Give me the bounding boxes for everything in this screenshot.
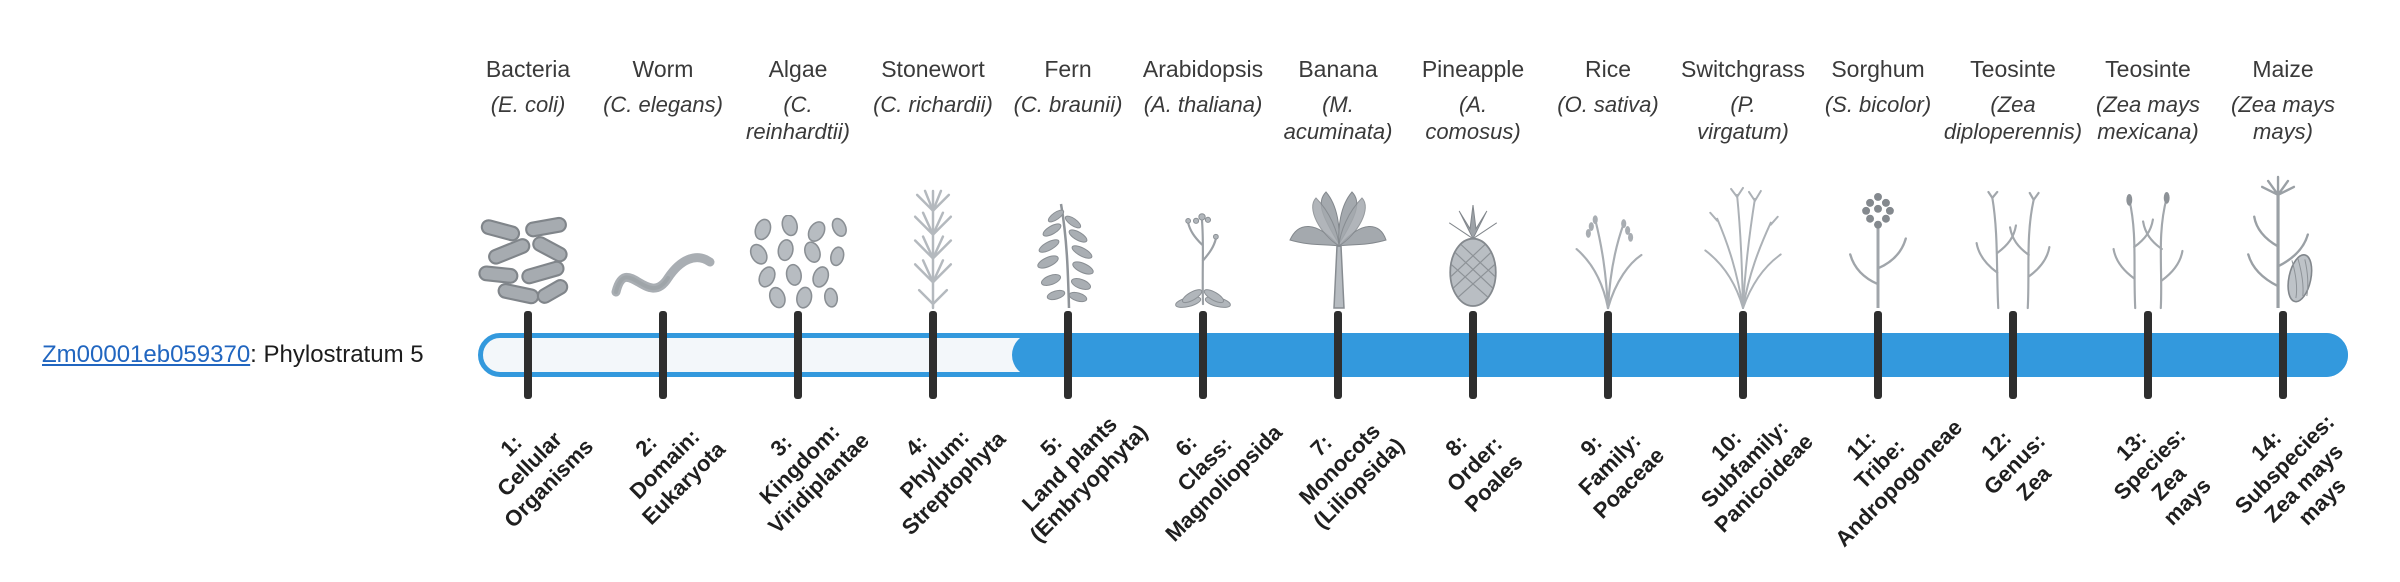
organism-column-switchgrass: Switchgrass (P. virgatum): [1668, 55, 1818, 310]
phylostratum-tick-6: [1199, 311, 1207, 399]
organism-column-stonewort: Stonewort (C. richardii): [858, 55, 1008, 310]
organism-scientific-name: (Zea mays mays): [2231, 92, 2335, 144]
organism-column-fern: Fern (C. braunii): [993, 55, 1143, 310]
switchgrass-icon: [1697, 185, 1788, 310]
phylostratum-tick-12: [2009, 311, 2017, 399]
banana-tree-icon: [1286, 190, 1390, 310]
phylostratum-tick-2: [659, 311, 667, 399]
algae-icon: [746, 214, 849, 310]
organism-column-rice: Rice (O. sativa): [1533, 55, 1683, 310]
organism-scientific-name: (E. coli): [490, 92, 566, 117]
organism-column-teosinte-mexicana: Teosinte (Zea mays mexicana): [2073, 55, 2223, 310]
organism-common-name: Algae: [768, 56, 828, 82]
sorghum-icon: [1842, 185, 1913, 310]
organism-scientific-name: (M. acuminata): [1283, 92, 1393, 144]
organism-scientific-name: (A. comosus): [1425, 92, 1521, 144]
phylostratum-tick-5: [1064, 311, 1072, 399]
organism-common-name: Sorghum: [1831, 56, 1925, 82]
organism-scientific-name: (C. braunii): [1013, 92, 1123, 117]
organism-column-banana: Banana (M. acuminata): [1263, 55, 1413, 310]
organism-scientific-name: (Zea mays mexicana): [2096, 92, 2200, 144]
organism-common-name: Bacteria: [485, 56, 571, 82]
organism-column-teosinte-diploperennis: Teosinte (Zea diploperennis): [1938, 55, 2088, 310]
pineapple-icon: [1437, 204, 1508, 310]
organism-column-pineapple: Pineapple (A. comosus): [1398, 55, 1548, 310]
phylostratum-tick-7: [1334, 311, 1342, 399]
teosinte-icon: [1967, 190, 2059, 310]
stonewort-icon: [893, 185, 972, 310]
organism-column-sorghum: Sorghum (S. bicolor): [1803, 55, 1953, 310]
bacteria-icon: [475, 215, 581, 310]
organism-common-name: Teosinte: [1970, 56, 2056, 82]
maize-icon: [2236, 175, 2329, 310]
arabidopsis-icon: [1168, 205, 1237, 310]
organism-scientific-name: (A. thaliana): [1143, 92, 1263, 117]
organism-common-name: Arabidopsis: [1142, 56, 1264, 82]
organism-column-worm: Worm (C. elegans): [588, 55, 738, 310]
organism-common-name: Fern: [1044, 56, 1092, 82]
organism-column-bacteria: Bacteria (E. coli): [453, 55, 603, 310]
teosinte-icon: [2102, 190, 2194, 310]
organism-common-name: Worm: [632, 56, 694, 82]
organism-column-maize: Maize (Zea mays mays): [2208, 55, 2358, 310]
organism-common-name: Switchgrass: [1681, 56, 1805, 82]
organism-scientific-name: (C. elegans): [603, 92, 723, 117]
organism-common-name: Maize: [2252, 56, 2314, 82]
organism-column-arabidopsis: Arabidopsis (A. thaliana): [1128, 55, 1278, 310]
phylostratum-tick-13: [2144, 311, 2152, 399]
organism-column-algae: Algae (C. reinhardtii): [723, 55, 873, 310]
phylostratum-tick-1: [524, 311, 532, 399]
organism-scientific-name: (P. virgatum): [1697, 92, 1789, 144]
organism-scientific-name: (S. bicolor): [1824, 92, 1932, 117]
phylostratum-tick-9: [1604, 311, 1612, 399]
organism-common-name: Pineapple: [1421, 56, 1525, 82]
gene-row: Zm00001eb059370: Phylostratum 5: [42, 341, 424, 369]
organism-scientific-name: (C. richardii): [873, 92, 993, 117]
organism-common-name: Teosinte: [2105, 56, 2191, 82]
organism-scientific-name: (C. reinhardtii): [746, 92, 850, 144]
organism-common-name: Stonewort: [881, 56, 985, 82]
worm-icon: [608, 238, 718, 310]
phylostratum-tick-14: [2279, 311, 2287, 399]
phylostratum-tick-8: [1469, 311, 1477, 399]
fern-icon: [1023, 196, 1113, 310]
rice-plant-icon: [1563, 200, 1653, 310]
gene-link[interactable]: Zm00001eb059370: [42, 341, 251, 368]
organism-common-name: Rice: [1584, 56, 1631, 82]
organism-scientific-name: (Zea diploperennis): [1943, 92, 2083, 144]
organism-scientific-name: (O. sativa): [1557, 92, 1659, 117]
phylostrata-bar-fill: [1012, 333, 2348, 377]
organism-common-name: Banana: [1298, 56, 1378, 82]
phylostratum-tick-3: [794, 311, 802, 399]
phylostratum-tick-11: [1874, 311, 1882, 399]
gene-phylostratum-label: : Phylostratum 5: [250, 341, 424, 368]
phylostratum-tick-10: [1739, 311, 1747, 399]
phylostratum-tick-4: [929, 311, 937, 399]
